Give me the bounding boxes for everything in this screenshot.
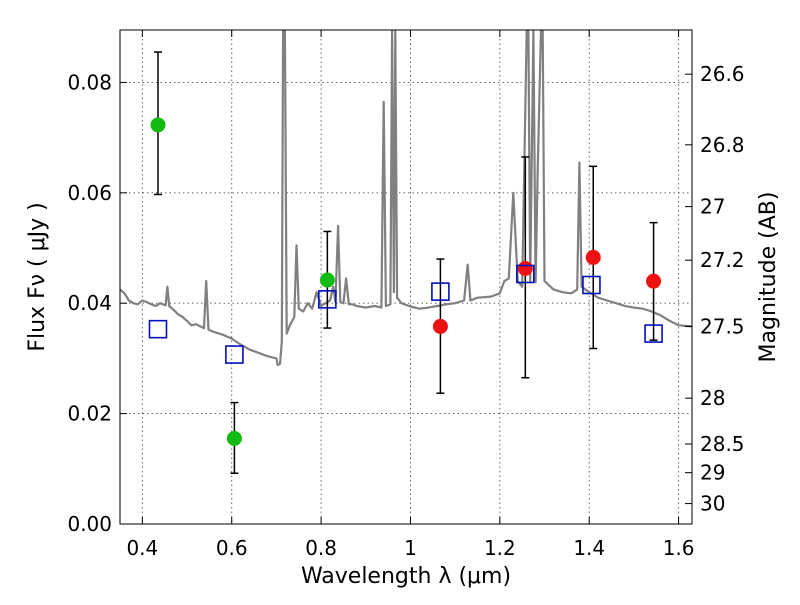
data-point <box>646 273 662 289</box>
y2-tick-label: 26.6 <box>700 62 745 86</box>
y-tick-label: 0.04 <box>67 291 112 315</box>
data-point <box>319 272 335 288</box>
x-tick-label: 1 <box>404 536 417 560</box>
grid-lines <box>120 30 692 524</box>
y2-tick-label: 27.5 <box>700 314 745 338</box>
y2-tick-label: 29 <box>700 461 725 485</box>
x-axis-label: Wavelength λ (μm) <box>301 564 511 589</box>
data-point <box>585 249 601 265</box>
plot-frame <box>119 29 693 525</box>
x-tick-label: 1.4 <box>573 536 605 560</box>
data-point <box>432 318 448 334</box>
y2-tick-label: 27.2 <box>700 248 745 272</box>
y-axis-label: Flux Fν ( μJy ) <box>25 202 50 351</box>
data-point <box>150 117 166 133</box>
y2-tick-label: 30 <box>700 492 725 516</box>
y-tick-label: 0.06 <box>67 181 112 205</box>
y2-tick-label: 27 <box>700 195 725 219</box>
model-spectrum <box>120 30 692 367</box>
y2-tick-label: 26.8 <box>700 133 745 157</box>
model-point <box>431 282 450 301</box>
data-point <box>517 260 533 276</box>
y2-tick-label: 28 <box>700 386 725 410</box>
model-point <box>644 324 663 343</box>
y2-tick-label: 28.5 <box>700 432 745 456</box>
x-tick-label: 1.6 <box>663 536 695 560</box>
x-tick-label: 0.8 <box>305 536 337 560</box>
x-tick-label: 1.2 <box>484 536 516 560</box>
y-tick-label: 0.08 <box>67 70 112 94</box>
model-point <box>148 319 168 339</box>
model-point <box>225 345 244 364</box>
axis-tick-labels: 0.4 0.6 0.8 1 1.2 1.4 1.6 0.00 0.02 0.04 0.06 0.08 2… <box>67 62 744 560</box>
axis-ticks <box>120 30 692 525</box>
x-tick-label: 0.6 <box>216 536 248 560</box>
data-point <box>226 430 242 446</box>
model-point <box>318 290 337 309</box>
y2-axis-label: Magnitude (AB) <box>756 192 781 363</box>
data-marks <box>148 51 663 474</box>
spectrum-line <box>120 30 692 367</box>
y-tick-label: 0.02 <box>67 402 112 426</box>
x-tick-label: 0.4 <box>126 536 158 560</box>
y-tick-label: 0.00 <box>67 512 112 536</box>
model-point <box>582 275 601 295</box>
model-point <box>516 264 535 284</box>
